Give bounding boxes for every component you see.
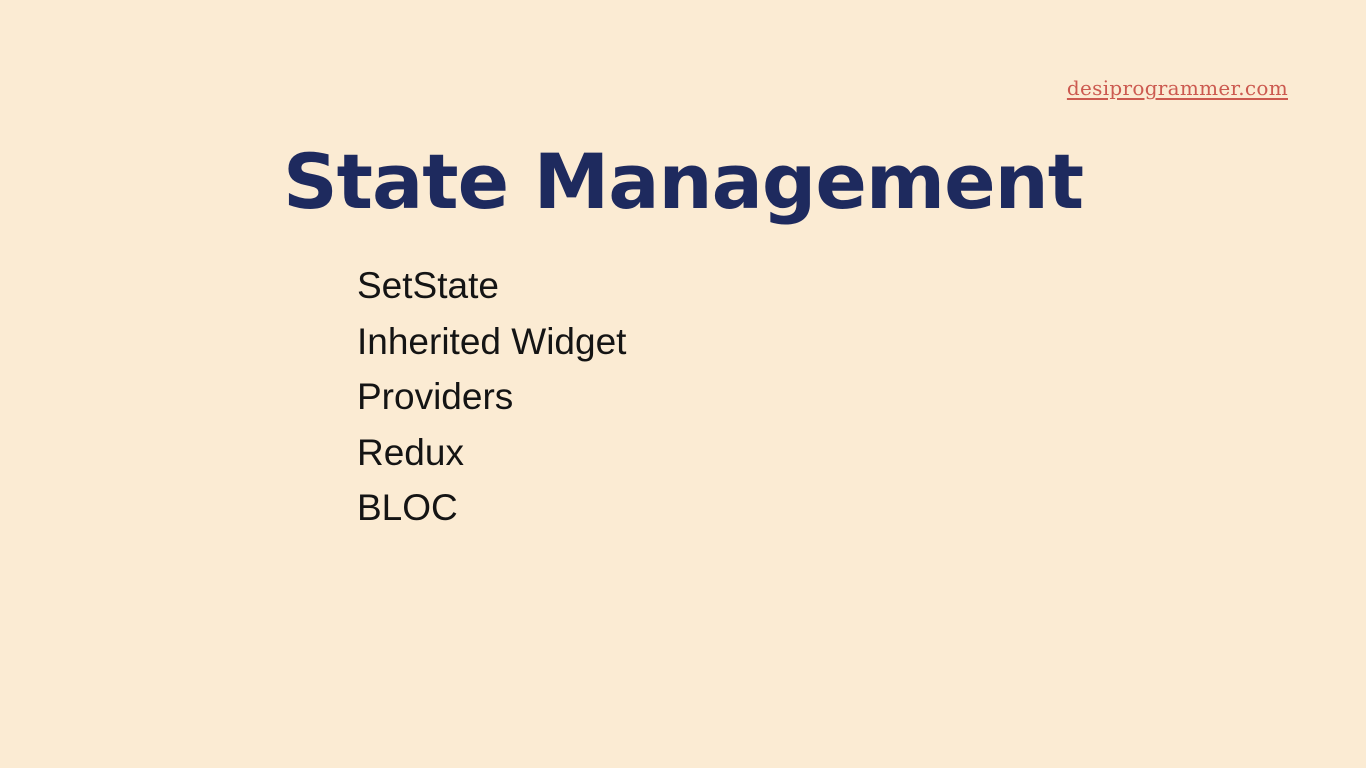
topic-item-providers: Providers <box>357 376 514 417</box>
topic-item-setstate: SetState <box>357 265 499 306</box>
topic-list: SetState Inherited Widget Providers Redu… <box>357 258 626 536</box>
topic-item-bloc: BLOC <box>357 487 458 528</box>
slide-title: State Management <box>282 137 1084 226</box>
topic-item-redux: Redux <box>357 431 464 473</box>
site-link[interactable]: desiprogrammer.com <box>1066 76 1288 100</box>
topic-item-inherited-widget: Inherited Widget <box>357 320 627 362</box>
